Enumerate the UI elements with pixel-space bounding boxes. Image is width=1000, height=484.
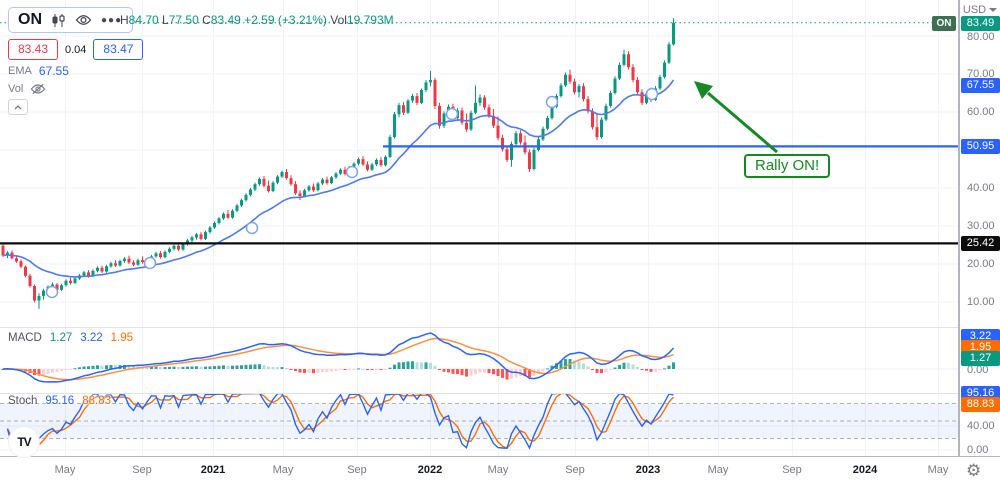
volume-row-label: Vol — [8, 83, 24, 95]
circle-mark[interactable] — [45, 285, 59, 299]
circle-mark[interactable] — [345, 165, 359, 179]
sell-button[interactable]: 83.43 — [8, 39, 58, 60]
chevron-down-icon — [989, 8, 998, 13]
volume-legend-row[interactable]: Vol — [8, 83, 46, 95]
currency-selector[interactable]: USD — [960, 4, 1000, 16]
time-tick[interactable]: 2021 — [200, 464, 226, 476]
time-tick[interactable]: May — [54, 464, 76, 476]
gear-icon[interactable]: ⚙ — [966, 461, 982, 480]
ohlc-value: 84.70 — [128, 13, 159, 27]
axis-label: 40.00 — [967, 420, 995, 432]
price-axis[interactable]: USD 80.00 70.00 60.00 40.00 30.00 20.00 10.00 0… — [958, 0, 1000, 456]
axis-label: 70.00 — [967, 68, 995, 80]
pane-separator-stoch[interactable] — [0, 393, 1000, 394]
time-tick[interactable]: May — [272, 464, 294, 476]
price-badge: 67.55 — [961, 77, 1000, 93]
spread-value: 0.04 — [65, 43, 87, 56]
price-badge: 50.95 — [961, 138, 1000, 154]
macd-signal-line — [2, 337, 674, 381]
circle-mark[interactable] — [645, 87, 659, 101]
time-axis[interactable]: May Sep 2021 May Sep 2022 May Sep 2023 May Sep 2024… — [0, 457, 958, 484]
time-tick[interactable]: Sep — [132, 464, 152, 476]
chart-canvas[interactable] — [0, 0, 958, 457]
ohlc-value: 77.50 — [168, 13, 199, 27]
circle-mark[interactable] — [545, 95, 559, 109]
legend-collapse-button[interactable] — [8, 99, 28, 115]
time-tick[interactable]: Sep — [347, 464, 367, 476]
volume-value: 19.793M — [346, 13, 394, 27]
time-tick[interactable]: Sep — [565, 464, 585, 476]
stoch-badge: 88.83 — [961, 396, 1000, 412]
last-price-badge: 83.49 — [961, 15, 1000, 31]
eye-off-icon[interactable] — [30, 83, 46, 95]
axis-label: 60.00 — [967, 106, 995, 118]
macd-legend[interactable]: MACD 1.27 3.22 1.95 — [8, 332, 133, 344]
axis-label: 0.00 — [967, 444, 989, 456]
price-badge: 25.42 — [961, 235, 1000, 251]
more-options-icon[interactable]: ●●● — [101, 14, 123, 26]
candles-layer — [1, 18, 675, 309]
ohlc-key: L — [162, 13, 169, 27]
circle-mark[interactable] — [143, 256, 157, 270]
axis-label: 80.00 — [967, 31, 995, 43]
ohlc-readout: H84.70 L77.50 C83.49 +2.59 (+3.21%) Vol1… — [120, 13, 394, 27]
pane-separator-macd[interactable] — [0, 327, 1000, 328]
axis-label: 0.00 — [967, 364, 989, 376]
time-tick[interactable]: Sep — [782, 464, 802, 476]
ohlc-key: C — [202, 13, 211, 27]
axis-label: 40.00 — [967, 182, 995, 194]
arrow-line[interactable] — [707, 91, 778, 154]
ohlc-key: H — [120, 13, 129, 27]
quote-row: 83.43 0.04 83.47 — [8, 39, 144, 60]
macd-hist-value: 1.27 — [49, 332, 73, 344]
ema-line — [2, 79, 675, 278]
ohlc-value: 83.49 — [210, 13, 241, 27]
macd-label: MACD — [8, 332, 42, 344]
change-value: +2.59 (+3.21%) — [244, 13, 327, 27]
rally-annotation-box[interactable]: Rally ON! — [744, 154, 831, 178]
currency-label: USD — [962, 4, 987, 16]
circle-mark[interactable] — [245, 221, 259, 235]
macd-badge: 1.27 — [961, 350, 1000, 366]
stoch-d-value: 88.83 — [82, 395, 111, 407]
chart-style-icon[interactable] — [51, 13, 66, 28]
arrow-head — [694, 81, 713, 99]
macd-line-value: 3.22 — [80, 332, 103, 344]
time-tick[interactable]: May — [707, 464, 729, 476]
time-tick[interactable]: May — [927, 464, 949, 476]
volume-label: Vol — [330, 13, 347, 27]
time-axis-separator — [0, 456, 1000, 457]
axis-label: 20.00 — [967, 258, 995, 270]
tradingview-logo[interactable]: TV — [8, 426, 40, 458]
grid-layer — [0, 0, 958, 456]
stoch-k-value: 95.16 — [45, 395, 75, 407]
time-tick[interactable]: 2024 — [852, 464, 878, 476]
time-tick[interactable]: 2022 — [417, 464, 443, 476]
ema-legend-row[interactable]: EMA 67.55 — [8, 64, 69, 78]
ema-value: 67.55 — [38, 64, 69, 78]
symbol-row[interactable]: ON ●●● — [8, 7, 134, 33]
symbol-name: ON — [18, 11, 42, 28]
circle-mark[interactable] — [445, 107, 459, 121]
axis-label: 30.00 — [967, 220, 995, 232]
time-tick[interactable]: May — [487, 464, 509, 476]
stoch-legend[interactable]: Stoch 95.16 88.83 — [8, 395, 111, 407]
ema-label: EMA — [8, 65, 32, 77]
buy-button[interactable]: 83.47 — [93, 39, 144, 60]
macd-line — [2, 332, 675, 383]
macd-signal-value: 1.95 — [110, 332, 134, 344]
time-tick[interactable]: 2023 — [635, 464, 661, 476]
symbol-price-tag: ON — [932, 16, 956, 31]
axis-label: 10.00 — [967, 296, 995, 308]
eye-icon[interactable] — [75, 14, 92, 26]
stoch-label: Stoch — [8, 395, 38, 407]
